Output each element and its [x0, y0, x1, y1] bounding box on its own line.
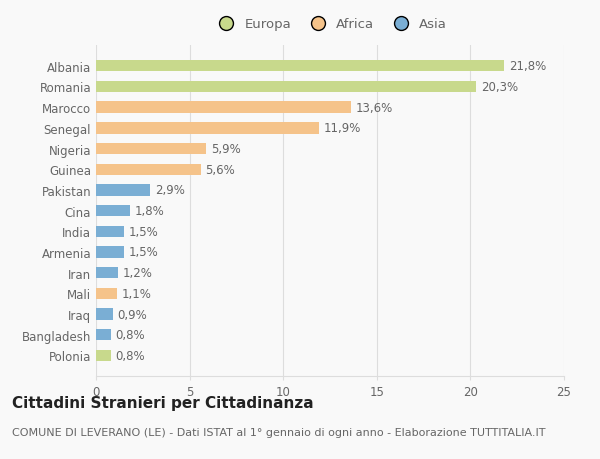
Text: 11,9%: 11,9% — [323, 122, 361, 135]
Bar — [96, 164, 201, 175]
Text: 21,8%: 21,8% — [509, 60, 546, 73]
Bar — [96, 350, 111, 361]
Text: 13,6%: 13,6% — [355, 101, 392, 114]
Bar — [96, 330, 111, 341]
Bar — [96, 268, 118, 279]
Text: 0,9%: 0,9% — [118, 308, 147, 321]
Text: COMUNE DI LEVERANO (LE) - Dati ISTAT al 1° gennaio di ogni anno - Elaborazione T: COMUNE DI LEVERANO (LE) - Dati ISTAT al … — [12, 427, 545, 437]
Bar — [96, 144, 206, 155]
Text: 20,3%: 20,3% — [481, 81, 518, 94]
Bar — [96, 102, 350, 113]
Bar — [96, 309, 113, 320]
Text: 0,8%: 0,8% — [116, 329, 145, 341]
Text: 5,6%: 5,6% — [206, 163, 235, 176]
Text: 1,2%: 1,2% — [123, 267, 153, 280]
Bar — [96, 288, 116, 299]
Bar — [96, 61, 504, 72]
Text: 2,9%: 2,9% — [155, 184, 185, 197]
Text: 1,8%: 1,8% — [134, 205, 164, 218]
Bar — [96, 82, 476, 93]
Text: 1,1%: 1,1% — [121, 287, 151, 300]
Bar — [96, 123, 319, 134]
Text: Cittadini Stranieri per Cittadinanza: Cittadini Stranieri per Cittadinanza — [12, 395, 314, 410]
Bar — [96, 247, 124, 258]
Bar — [96, 226, 124, 237]
Text: 1,5%: 1,5% — [129, 225, 158, 238]
Text: 0,8%: 0,8% — [116, 349, 145, 362]
Bar — [96, 185, 150, 196]
Bar — [96, 206, 130, 217]
Text: 5,9%: 5,9% — [211, 143, 241, 156]
Text: 1,5%: 1,5% — [129, 246, 158, 259]
Legend: Europa, Africa, Asia: Europa, Africa, Asia — [208, 13, 452, 36]
